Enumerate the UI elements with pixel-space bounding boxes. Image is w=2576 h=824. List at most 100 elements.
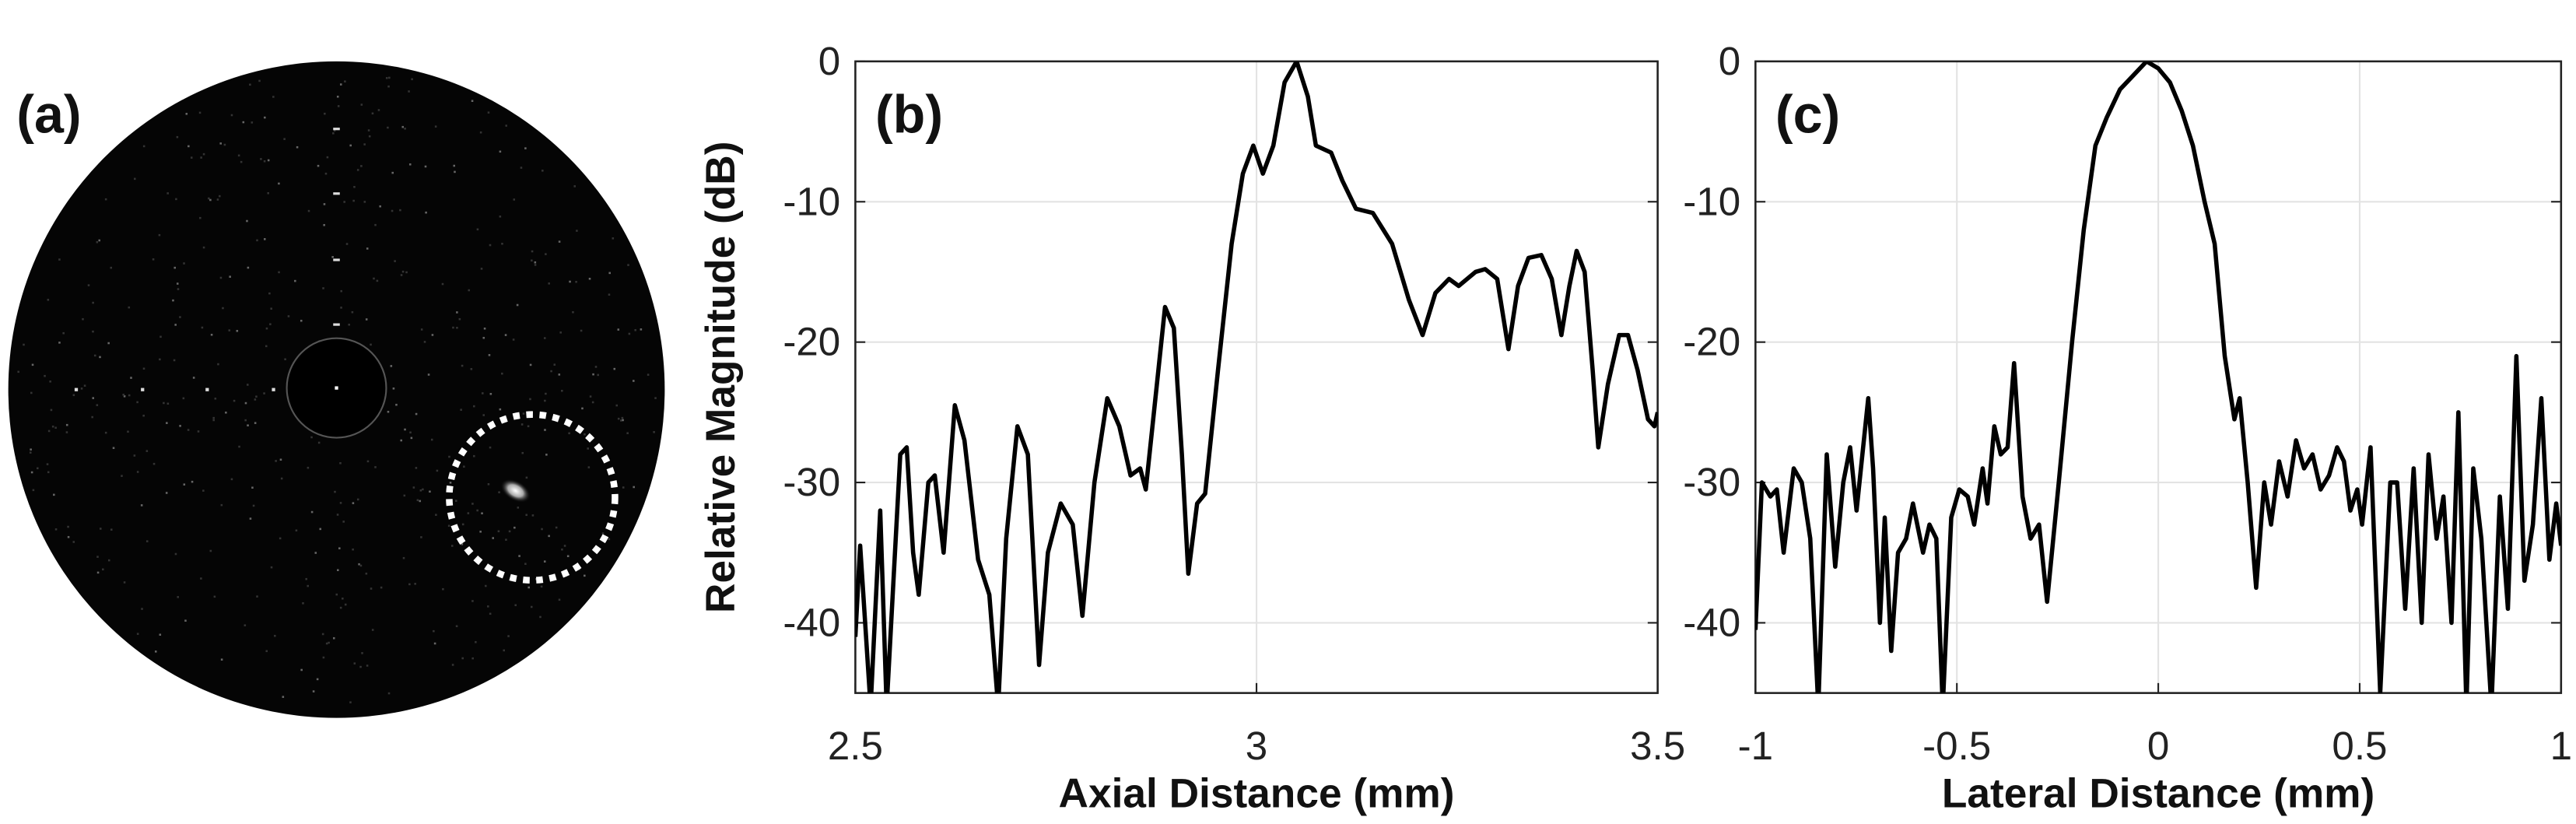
speckle	[274, 634, 276, 637]
speckle	[366, 247, 369, 250]
target-blob	[500, 479, 531, 503]
speckle	[36, 467, 39, 470]
marker-dot	[333, 192, 340, 195]
speckle	[558, 598, 561, 601]
speckle	[626, 432, 629, 434]
speckle	[628, 332, 631, 335]
speckle	[142, 145, 145, 148]
speckle	[488, 354, 491, 356]
speckle	[363, 143, 366, 146]
speckle	[123, 395, 126, 398]
speckle	[395, 403, 398, 406]
speckle	[482, 336, 485, 339]
speckle	[456, 327, 458, 329]
speckle	[199, 216, 202, 219]
speckle	[455, 625, 458, 628]
speckle	[278, 182, 280, 185]
speckle	[458, 317, 461, 321]
speckle	[225, 411, 227, 414]
speckle	[404, 128, 406, 130]
speckle	[319, 528, 322, 531]
speckle	[525, 476, 528, 479]
speckle	[608, 293, 611, 296]
speckle	[99, 356, 101, 359]
speckle	[580, 329, 583, 332]
y-tick-label: -30	[783, 460, 840, 504]
speckle	[569, 280, 571, 283]
speckle	[166, 192, 169, 195]
speckle	[58, 342, 61, 344]
speckle	[545, 392, 547, 395]
speckle	[217, 363, 219, 366]
speckle	[367, 129, 370, 131]
speckle	[410, 437, 413, 440]
speckle	[209, 549, 212, 552]
speckle	[545, 454, 548, 456]
speckle	[44, 374, 46, 377]
speckle	[525, 514, 527, 517]
speckle	[92, 397, 95, 399]
speckle	[405, 271, 408, 274]
speckle	[220, 503, 223, 507]
speckle	[176, 135, 179, 139]
speckle	[370, 587, 373, 590]
speckle	[543, 337, 546, 339]
y-tick-label: -20	[1683, 320, 1740, 364]
speckle	[30, 391, 33, 394]
speckle	[263, 160, 266, 163]
speckle	[212, 419, 215, 422]
speckle	[233, 399, 236, 402]
speckle	[401, 270, 405, 273]
y-tick-label: -10	[783, 179, 840, 223]
speckle	[229, 275, 231, 278]
speckle	[272, 96, 275, 98]
x-tick-label: -1	[1738, 724, 1773, 768]
speckle	[392, 387, 395, 390]
x-tick-label: 1	[2550, 724, 2572, 768]
speckle	[498, 491, 500, 493]
speckle	[508, 530, 511, 533]
speckle	[352, 199, 355, 202]
speckle	[456, 311, 458, 314]
speckle	[96, 571, 100, 574]
speckle	[584, 574, 586, 577]
speckle	[653, 431, 655, 433]
speckle	[424, 165, 427, 168]
speckle	[83, 384, 86, 387]
speckle	[110, 528, 113, 531]
speckle	[159, 335, 162, 338]
speckle	[366, 460, 370, 463]
speckle	[356, 169, 359, 171]
y-tick-label: -20	[783, 320, 840, 364]
speckle	[179, 316, 181, 318]
speckle	[128, 306, 131, 309]
speckle	[527, 586, 530, 589]
speckle	[471, 503, 474, 505]
speckle	[388, 76, 391, 79]
speckle	[353, 662, 356, 664]
speckle	[112, 447, 115, 450]
speckle	[216, 198, 219, 201]
speckle	[360, 165, 363, 167]
speckle	[96, 556, 99, 558]
speckle	[247, 266, 250, 269]
speckle	[307, 466, 310, 469]
speckle	[238, 445, 240, 448]
speckle	[365, 318, 368, 321]
speckle	[460, 408, 462, 411]
speckle	[254, 398, 257, 401]
speckle	[65, 431, 68, 433]
speckle	[17, 370, 19, 373]
speckle	[188, 145, 190, 148]
speckle	[550, 370, 552, 373]
speckle	[326, 156, 329, 159]
speckle	[352, 548, 354, 551]
speckle	[471, 600, 474, 602]
speckle	[461, 543, 464, 545]
speckle	[640, 328, 643, 331]
speckle	[348, 323, 350, 326]
speckle	[166, 422, 168, 424]
speckle	[419, 489, 422, 492]
speckle	[356, 498, 359, 501]
speckle	[520, 167, 523, 169]
